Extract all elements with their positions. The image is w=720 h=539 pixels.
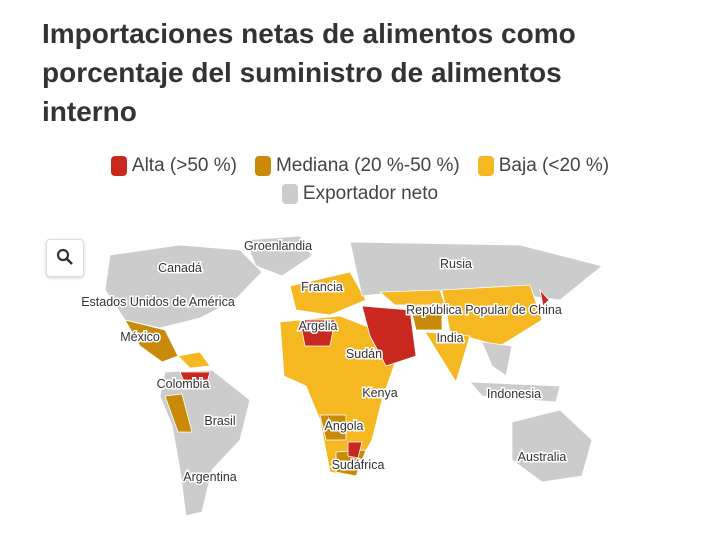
country-label: Brasil — [204, 414, 235, 428]
region — [177, 351, 211, 369]
search-button[interactable] — [46, 239, 84, 277]
region — [164, 393, 193, 433]
legend-item: Alta (>50 %) — [110, 155, 237, 177]
legend-swatch — [110, 156, 127, 176]
legend-label: Alta (>50 %) — [131, 155, 237, 176]
country-label: Rusia — [440, 257, 472, 271]
country-label: Sudáfrica — [332, 458, 385, 472]
country-label: Kenya — [362, 386, 397, 400]
country-label: República Popular de China — [406, 303, 562, 317]
country-label: India — [436, 331, 463, 345]
region — [289, 271, 367, 316]
region — [424, 331, 471, 383]
legend-swatch — [254, 156, 271, 176]
legend: Alta (>50 %) Mediana (20 %-50 %) Baja (<20… — [80, 155, 640, 205]
country-label: Francia — [301, 280, 343, 294]
legend-swatch — [477, 156, 494, 176]
legend-swatch — [281, 184, 298, 204]
region — [511, 409, 593, 483]
region — [319, 414, 347, 441]
country-label: Groenlandia — [244, 239, 312, 253]
region — [347, 441, 363, 459]
legend-label: Baja (<20 %) — [498, 155, 610, 176]
legend-item: Exportador neto — [281, 183, 439, 205]
country-label: Argentina — [183, 470, 237, 484]
legend-label: Exportador neto — [302, 183, 439, 204]
region — [481, 341, 513, 377]
legend-item: Baja (<20 %) — [477, 155, 610, 177]
country-label: Sudán — [346, 347, 382, 361]
region — [361, 305, 417, 367]
country-label: Estados Unidos de América — [81, 295, 235, 309]
region — [299, 319, 336, 347]
region — [539, 288, 550, 307]
country-label: Argelia — [299, 319, 338, 333]
world-map: Groenlandia Canadá Rusia Francia Estados… — [80, 235, 603, 517]
country-label: Indonesia — [487, 387, 541, 401]
region — [104, 244, 263, 329]
country-label: Australia — [518, 450, 567, 464]
title: Importaciones netas de alimentos como po… — [42, 18, 576, 127]
legend-item: Mediana (20 %-50 %) — [254, 155, 460, 177]
country-label: Colombia — [157, 377, 210, 391]
country-label: Canadá — [158, 261, 202, 275]
region — [441, 284, 543, 347]
region — [159, 369, 251, 517]
country-label: Angola — [325, 419, 364, 433]
country-label: México — [120, 330, 160, 344]
region — [244, 235, 313, 277]
legend-label: Mediana (20 %-50 %) — [275, 155, 460, 176]
region — [469, 381, 561, 403]
region — [124, 319, 179, 363]
region — [179, 371, 211, 387]
search-icon — [56, 248, 73, 265]
